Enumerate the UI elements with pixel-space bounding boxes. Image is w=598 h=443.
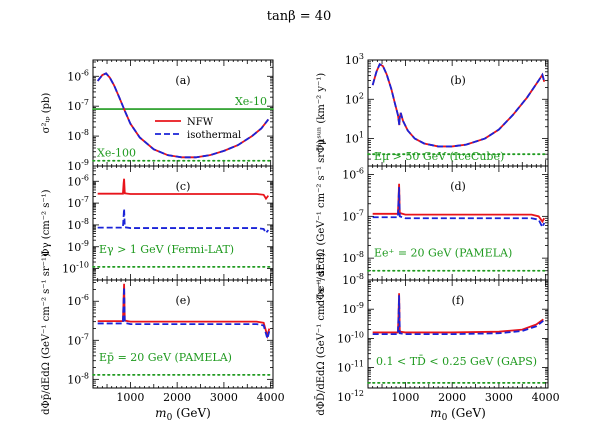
- panel-label: (f): [452, 294, 465, 307]
- panel-label: (b): [450, 74, 466, 87]
- series-isothermal-line: [97, 208, 270, 235]
- y-tick-label: 10-6: [67, 293, 89, 308]
- series-isothermal-line: [97, 287, 271, 343]
- series-isothermal-line: [372, 187, 546, 230]
- y-tick-label: 10-9: [342, 301, 364, 316]
- y-tick-label: 102: [345, 91, 364, 106]
- series-nfw-line: [97, 178, 270, 201]
- series-isothermal-line: [372, 295, 544, 336]
- panel-b: 101 102 103 (b) Φμˢᵘⁿ (km⁻² y⁻¹) Eμ > 50 GeV …: [316, 52, 549, 167]
- x-tick-label: 2000: [163, 391, 191, 404]
- series-nfw-line: [372, 183, 546, 224]
- y-axis-label: Φγ (cm⁻² s⁻¹): [41, 189, 52, 256]
- y-axis-label: dΦe⁺/dEdΩ (GeV⁻¹ cm⁻² s⁻¹ sr⁻¹): [316, 140, 327, 307]
- x-tick-label: 4000: [532, 391, 560, 404]
- series-isothermal-line: [371, 62, 546, 148]
- y-axis-label: dΦp̄/dEdΩ (GeV⁻¹ cm⁻² s⁻¹ sr⁻¹): [41, 253, 52, 415]
- y-tick-label: 10-8: [342, 272, 364, 287]
- panel-e: 10-8 10-7 10-6 (e) dΦp̄/dEdΩ (GeV⁻¹ cm⁻² s⁻¹…: [41, 253, 274, 415]
- panel-label: (a): [175, 74, 190, 87]
- limit-label: Ee⁺ = 20 GeV (PAMELA): [374, 247, 512, 260]
- y-tick-label: 10-12: [337, 389, 364, 404]
- y-tick-label: 10-8: [67, 128, 89, 143]
- y-tick-label: 10-9: [67, 158, 89, 173]
- y-tick-label: 10-7: [67, 195, 89, 210]
- panel-d: 10-8 10-7 10-6 (d) dΦe⁺/dEdΩ (GeV⁻¹ cm⁻² s⁻¹…: [316, 140, 549, 307]
- y-tick-label: 10-8: [67, 217, 89, 232]
- y-tick-label: 10-11: [337, 360, 364, 375]
- legend-entry: NFW: [187, 117, 214, 128]
- panel-f: 10-12 10-11 10-10 10-9 10-8 (f) dΦD̄/dEdΩ (GeV…: [315, 252, 549, 416]
- y-tick-label: 10-8: [342, 250, 364, 265]
- limit-label: Eμ > 50 GeV (IceCube): [374, 150, 504, 163]
- limit-label: Xe-100: [97, 147, 136, 160]
- x-tick-label: 3000: [210, 391, 238, 404]
- y-tick-label: 10-7: [67, 332, 89, 347]
- series-nfw-line: [97, 283, 271, 340]
- y-tick-label: 103: [345, 52, 364, 67]
- limit-label: 0.1 < TD̄ < 0.25 GeV (GAPS): [376, 355, 537, 368]
- panel-a: 10-9 10-8 10-7 10-6 (a) σ²ᵢₚ (pb) Xe-10 Xe-100 N…: [41, 59, 274, 173]
- x-axis-label: m0 (GeV): [155, 406, 211, 423]
- y-tick-label: 10-7: [67, 98, 89, 113]
- panel-label: (e): [175, 294, 190, 307]
- x-tick-label: 2000: [438, 391, 466, 404]
- legend-entry: isothermal: [187, 130, 241, 141]
- y-tick-label: 10-7: [342, 208, 364, 223]
- limit-label: Eγ > 1 GeV (Fermi-LAT): [99, 243, 234, 256]
- y-tick-label: 10-8: [67, 371, 89, 386]
- legend: NFW isothermal: [155, 117, 241, 141]
- x-tick-label: 1000: [391, 391, 419, 404]
- y-tick-label: 10-6: [342, 167, 364, 182]
- limit-label: Xe-10: [235, 95, 267, 108]
- panel-c: 10-10 10-9 10-8 10-7 10-6 (c) Φγ (cm⁻² s⁻¹) Eγ …: [41, 165, 274, 281]
- x-axis-label: m0 (GeV): [430, 406, 486, 423]
- y-axis-label: dΦD̄/dEdΩ (GeV⁻¹ cm⁻² s⁻¹ sr⁻¹): [315, 252, 327, 415]
- x-tick-label: 1000: [116, 391, 144, 404]
- y-axis-label: σ²ᵢₚ (pb): [41, 93, 52, 134]
- panel-frame: [367, 279, 549, 389]
- y-tick-label: 10-10: [62, 261, 89, 276]
- y-tick-label: 10-6: [67, 68, 89, 83]
- y-tick-label: 10-6: [67, 173, 89, 188]
- y-tick-label: 10-10: [337, 330, 364, 345]
- x-tick-label: 4000: [257, 391, 285, 404]
- limit-label: Ep̄ = 20 GeV (PAMELA): [99, 351, 232, 364]
- figure-title: tanβ = 40: [267, 9, 332, 24]
- x-tick-label: 3000: [485, 391, 513, 404]
- series-isothermal-line: [96, 72, 270, 159]
- panel-label: (d): [450, 180, 466, 193]
- y-axis-label: Φμˢᵘⁿ (km⁻² y⁻¹): [316, 73, 327, 153]
- y-tick-label: 10-9: [67, 239, 89, 254]
- panel-frame: [92, 279, 274, 389]
- y-tick-label: 101: [345, 131, 364, 146]
- panel-label: (c): [176, 180, 191, 193]
